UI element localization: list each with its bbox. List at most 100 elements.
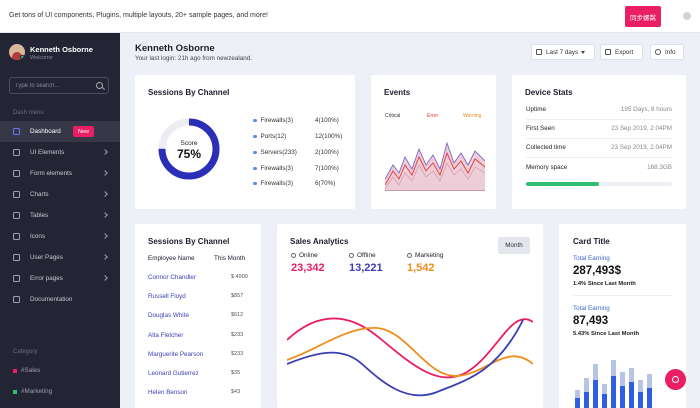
category-color-marker bbox=[13, 389, 17, 394]
date-range-label: Last 7 days bbox=[546, 48, 579, 56]
divider bbox=[526, 157, 672, 158]
chevron-right-icon bbox=[102, 149, 108, 155]
card-title: Sessions By Channel bbox=[148, 237, 230, 246]
earning-label: Total Earning bbox=[573, 305, 610, 312]
memory-progress-fill bbox=[526, 182, 599, 186]
employee-name-link[interactable]: Helen Benson bbox=[148, 389, 188, 396]
channel-label: Ports(12) bbox=[260, 133, 287, 140]
channel-value: 7(100%) bbox=[315, 165, 339, 172]
legend-warning: Warning bbox=[463, 113, 482, 119]
sidebar-item-icons[interactable]: Icons bbox=[0, 226, 120, 247]
month-value: $233 bbox=[231, 332, 244, 338]
divider bbox=[526, 138, 672, 139]
sidebar-item-user-pages[interactable]: User Pages bbox=[0, 247, 120, 268]
month-value: $ 4909 bbox=[231, 274, 248, 280]
sidebar-item-dashboard[interactable]: Dashboard New bbox=[0, 121, 120, 142]
settings-fab-button[interactable] bbox=[665, 369, 686, 390]
marketing-stat-label: Marketing bbox=[407, 252, 444, 259]
channel-value: 2(100%) bbox=[315, 149, 339, 156]
export-label: Export bbox=[615, 48, 634, 56]
events-area-chart bbox=[385, 141, 485, 191]
bullet-dot bbox=[253, 166, 257, 171]
marketing-icon bbox=[407, 253, 412, 258]
file-icon bbox=[13, 296, 20, 303]
channel-label: Servers(233) bbox=[260, 149, 297, 156]
earning-label: Total Earning bbox=[573, 255, 610, 262]
channel-value: 6(70%) bbox=[315, 180, 336, 187]
stat-label: First Seen bbox=[526, 125, 555, 132]
sidebar-item-label: Error pages bbox=[30, 275, 63, 282]
sidebar-item-label: Icons bbox=[30, 233, 46, 240]
last-login-text: Your last login: 21h ago from newzealand… bbox=[135, 55, 253, 62]
online-status-dot bbox=[20, 55, 25, 60]
sidebar-nav: Dashboard New UI Elements Form elements … bbox=[0, 121, 120, 310]
stat-row-first-seen: First Seen 23 Sep 2019, 2.04PM bbox=[526, 125, 672, 132]
offline-stat-value: 13,221 bbox=[349, 262, 383, 274]
stat-value: 23 Sep 2019, 2.04PM bbox=[611, 125, 672, 132]
card-title: Sales Analytics bbox=[290, 237, 349, 246]
close-icon[interactable] bbox=[683, 12, 691, 20]
sidebar-item-label: User Pages bbox=[30, 254, 63, 261]
marketing-series-line bbox=[287, 327, 533, 377]
stat-row-memory: Memory space 168.3GB bbox=[526, 164, 672, 171]
memory-progress-track bbox=[526, 182, 672, 186]
online-stat-label: Online bbox=[291, 252, 318, 259]
avatar bbox=[9, 44, 25, 60]
bar bbox=[602, 394, 607, 408]
employee-name-link[interactable]: Marguerite Pearson bbox=[148, 351, 204, 358]
employee-name-link[interactable]: Alta Fletcher bbox=[148, 332, 184, 339]
sidebar-item-documentation[interactable]: Documentation bbox=[0, 289, 120, 310]
error-line bbox=[385, 151, 485, 186]
earning-value: 287,493$ bbox=[573, 265, 621, 277]
sessions-channel-card: Sessions By Channel Score 75% Firewalls(… bbox=[135, 75, 355, 209]
bar bbox=[620, 386, 625, 408]
date-range-dropdown[interactable]: Last 7 days bbox=[531, 44, 595, 60]
column-header-name: Employee Name bbox=[148, 255, 195, 262]
channel-row: Firewalls(3) 6(70%) bbox=[253, 180, 335, 187]
sidebar-item-error-pages[interactable]: Error pages bbox=[0, 268, 120, 289]
search-icon[interactable] bbox=[96, 82, 103, 89]
employee-name-link[interactable]: Connor Chandler bbox=[148, 274, 196, 281]
channel-row: Servers(233) 2(100%) bbox=[253, 149, 339, 156]
sidebar-item-ui-elements[interactable]: UI Elements bbox=[0, 142, 120, 163]
sales-analytics-card: Sales Analytics Month Online 23,342 Offl… bbox=[277, 224, 543, 408]
employee-name-link[interactable]: Russell Floyd bbox=[148, 293, 186, 300]
sessions-table-card: Sessions By Channel Employee Name This M… bbox=[135, 224, 261, 408]
buy-button[interactable]: 同步螺粼 bbox=[625, 6, 661, 27]
month-value: $857 bbox=[231, 293, 244, 299]
sales-line-chart bbox=[287, 317, 533, 397]
sidebar-item-label: Dashboard bbox=[30, 128, 61, 135]
bullet-dot bbox=[253, 118, 257, 123]
marketing-stat-value: 1,542 bbox=[407, 262, 435, 274]
bar bbox=[611, 376, 616, 408]
sidebar-item-form-elements[interactable]: Form elements bbox=[0, 163, 120, 184]
employee-name-link[interactable]: Douglas White bbox=[148, 312, 189, 319]
bullet-dot bbox=[253, 134, 257, 139]
search-box[interactable] bbox=[9, 77, 109, 94]
critical-line bbox=[385, 141, 485, 180]
channel-row: Ports(12) 12(100%) bbox=[253, 133, 342, 140]
month-value: $43 bbox=[231, 389, 241, 395]
card-title: Sessions By Channel bbox=[148, 88, 230, 97]
score-donut: Score 75% bbox=[158, 118, 220, 180]
monitor-icon bbox=[13, 128, 20, 135]
stat-label: Uptime bbox=[526, 106, 546, 113]
month-button[interactable]: Month bbox=[498, 237, 530, 254]
category-item-marketing[interactable]: #Marketing bbox=[13, 388, 52, 395]
info-button[interactable]: Info bbox=[650, 44, 684, 60]
bar bbox=[593, 380, 598, 408]
card-title: Card Title bbox=[573, 237, 610, 246]
earning-change: 5.43% Since Last Month bbox=[573, 331, 640, 337]
search-input[interactable] bbox=[15, 81, 93, 91]
announcement-text: Get tons of UI components, Plugins, mult… bbox=[9, 12, 268, 19]
employee-name-link[interactable]: Leonard Gutierrez bbox=[148, 370, 199, 377]
sidebar-item-charts[interactable]: Charts bbox=[0, 184, 120, 205]
sidebar-item-label: Form elements bbox=[30, 170, 72, 177]
export-button[interactable]: Export bbox=[600, 44, 643, 60]
export-icon bbox=[605, 49, 611, 55]
sidebar-item-tables[interactable]: Tables bbox=[0, 205, 120, 226]
category-item-sales[interactable]: #Sales bbox=[13, 367, 40, 374]
category-label: #Sales bbox=[21, 367, 41, 374]
events-card: Events Critical Error Warning bbox=[371, 75, 496, 209]
new-badge: New bbox=[73, 126, 95, 137]
